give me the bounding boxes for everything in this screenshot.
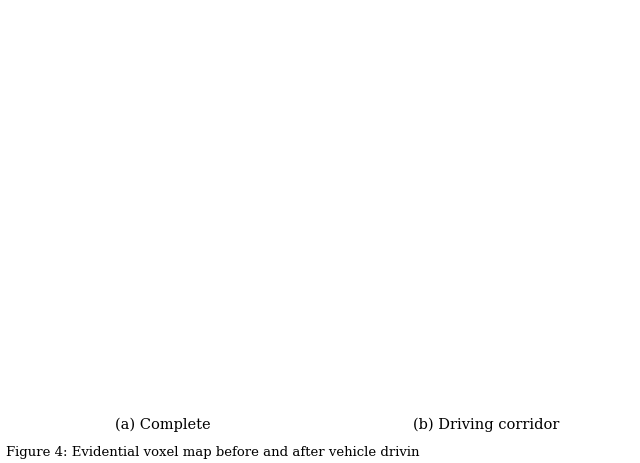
Text: Figure 4: Evidential voxel map before and after vehicle drivin: Figure 4: Evidential voxel map before an… (6, 445, 420, 458)
Text: (a) Complete: (a) Complete (115, 416, 211, 431)
Text: (b) Driving corridor: (b) Driving corridor (413, 416, 559, 431)
